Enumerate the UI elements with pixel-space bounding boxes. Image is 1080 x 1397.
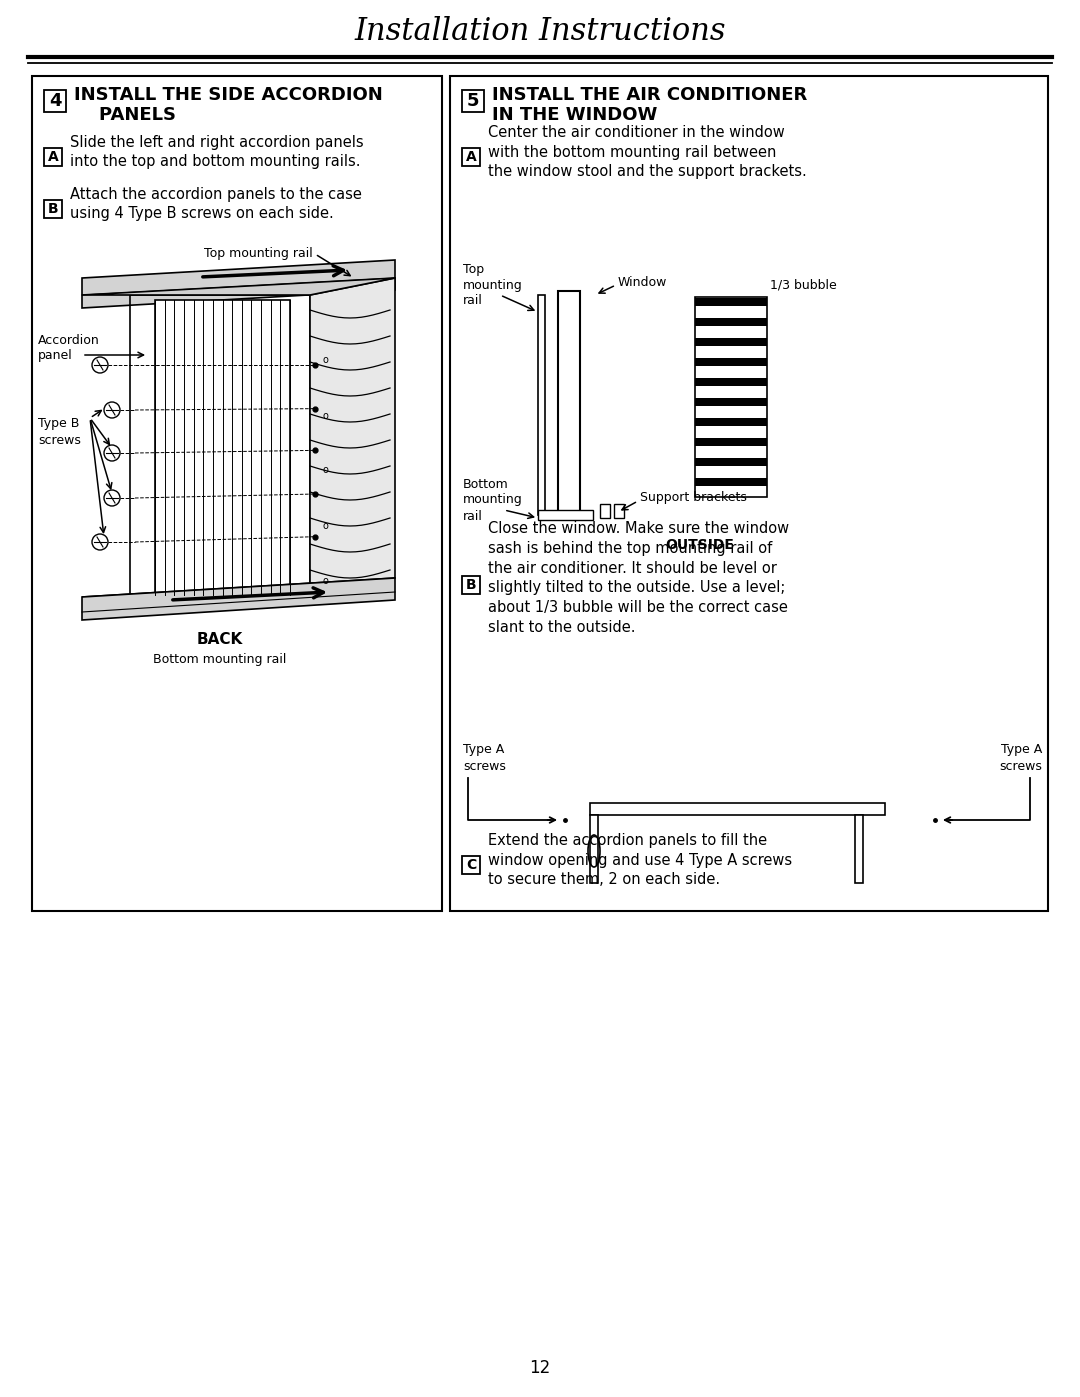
Bar xyxy=(696,367,767,376)
Polygon shape xyxy=(310,278,395,599)
Text: Extend the accordion panels to fill the
window opening and use 4 Type A screws
t: Extend the accordion panels to fill the … xyxy=(488,833,792,887)
Bar xyxy=(696,418,767,426)
Bar xyxy=(696,348,767,356)
Text: 12: 12 xyxy=(529,1359,551,1377)
Bar xyxy=(696,298,767,497)
Polygon shape xyxy=(82,278,395,295)
Text: BACK: BACK xyxy=(197,633,243,647)
Text: B: B xyxy=(48,203,58,217)
Text: IN THE WINDOW: IN THE WINDOW xyxy=(492,106,658,124)
Text: Attach the accordion panels to the case
using 4 Type B screws on each side.: Attach the accordion panels to the case … xyxy=(70,187,362,221)
Bar xyxy=(696,478,767,486)
Text: o: o xyxy=(322,355,328,365)
Text: INSTALL THE AIR CONDITIONER: INSTALL THE AIR CONDITIONER xyxy=(492,87,807,103)
Polygon shape xyxy=(82,578,395,599)
Circle shape xyxy=(104,446,120,461)
Text: Bottom mounting rail: Bottom mounting rail xyxy=(153,654,286,666)
Bar xyxy=(696,388,767,395)
Bar xyxy=(696,408,767,416)
Text: A: A xyxy=(465,149,476,163)
Bar xyxy=(696,448,767,455)
Bar xyxy=(696,488,767,496)
Bar xyxy=(44,89,66,112)
Text: o: o xyxy=(322,521,328,531)
Bar xyxy=(615,504,624,518)
Bar xyxy=(696,379,767,386)
Text: o: o xyxy=(322,411,328,422)
Bar xyxy=(696,439,767,446)
Text: C: C xyxy=(465,858,476,872)
Bar xyxy=(696,328,767,337)
Bar xyxy=(450,75,1048,911)
Bar xyxy=(696,468,767,476)
Bar xyxy=(558,291,580,513)
Text: Bottom
mounting
rail: Bottom mounting rail xyxy=(463,478,523,522)
Bar xyxy=(696,398,767,407)
Circle shape xyxy=(104,490,120,506)
Text: Type A
screws: Type A screws xyxy=(999,743,1042,773)
Bar xyxy=(44,200,62,218)
Text: Type A
screws: Type A screws xyxy=(463,743,505,773)
Bar xyxy=(32,75,442,911)
Bar xyxy=(696,298,767,306)
Text: 1/3 bubble: 1/3 bubble xyxy=(770,278,837,292)
Text: Close the window. Make sure the window
sash is behind the top mounting rail of
t: Close the window. Make sure the window s… xyxy=(488,521,789,636)
Text: INSTALL THE SIDE ACCORDION: INSTALL THE SIDE ACCORDION xyxy=(75,87,382,103)
Text: A: A xyxy=(48,149,58,163)
Text: o: o xyxy=(322,465,328,475)
Bar xyxy=(590,814,598,883)
Text: Installation Instructions: Installation Instructions xyxy=(354,17,726,47)
Circle shape xyxy=(92,534,108,550)
Bar xyxy=(462,576,480,594)
Text: Top mounting rail: Top mounting rail xyxy=(204,246,313,260)
Text: Accordion
panel: Accordion panel xyxy=(38,334,99,362)
Bar xyxy=(696,458,767,467)
Bar xyxy=(156,300,291,595)
Bar xyxy=(130,295,310,599)
Text: B: B xyxy=(465,578,476,592)
Polygon shape xyxy=(82,578,395,620)
Circle shape xyxy=(104,402,120,418)
Text: o: o xyxy=(322,576,328,587)
Text: Type B
screws: Type B screws xyxy=(38,418,81,447)
Bar xyxy=(600,504,610,518)
Polygon shape xyxy=(82,260,395,307)
Bar xyxy=(590,803,885,814)
Bar xyxy=(696,307,767,316)
Text: Slide the left and right accordion panels
into the top and bottom mounting rails: Slide the left and right accordion panel… xyxy=(70,134,364,169)
Bar xyxy=(855,814,863,883)
Text: 5: 5 xyxy=(467,92,480,110)
Bar xyxy=(696,319,767,326)
Text: 4: 4 xyxy=(49,92,62,110)
Bar xyxy=(538,510,593,520)
Bar xyxy=(462,856,480,875)
Circle shape xyxy=(92,358,108,373)
Text: Top
mounting
rail: Top mounting rail xyxy=(463,263,523,307)
Bar xyxy=(696,427,767,436)
Text: Window: Window xyxy=(618,275,667,289)
Text: Support brackets: Support brackets xyxy=(640,492,747,504)
Bar xyxy=(462,89,484,112)
Bar xyxy=(696,338,767,346)
Text: Center the air conditioner in the window
with the bottom mounting rail between
t: Center the air conditioner in the window… xyxy=(488,124,807,179)
Text: OUTSIDE: OUTSIDE xyxy=(665,538,734,552)
Bar xyxy=(696,358,767,366)
Bar xyxy=(44,148,62,166)
Bar xyxy=(538,295,545,515)
Bar xyxy=(462,148,480,166)
Text: PANELS: PANELS xyxy=(75,106,176,124)
